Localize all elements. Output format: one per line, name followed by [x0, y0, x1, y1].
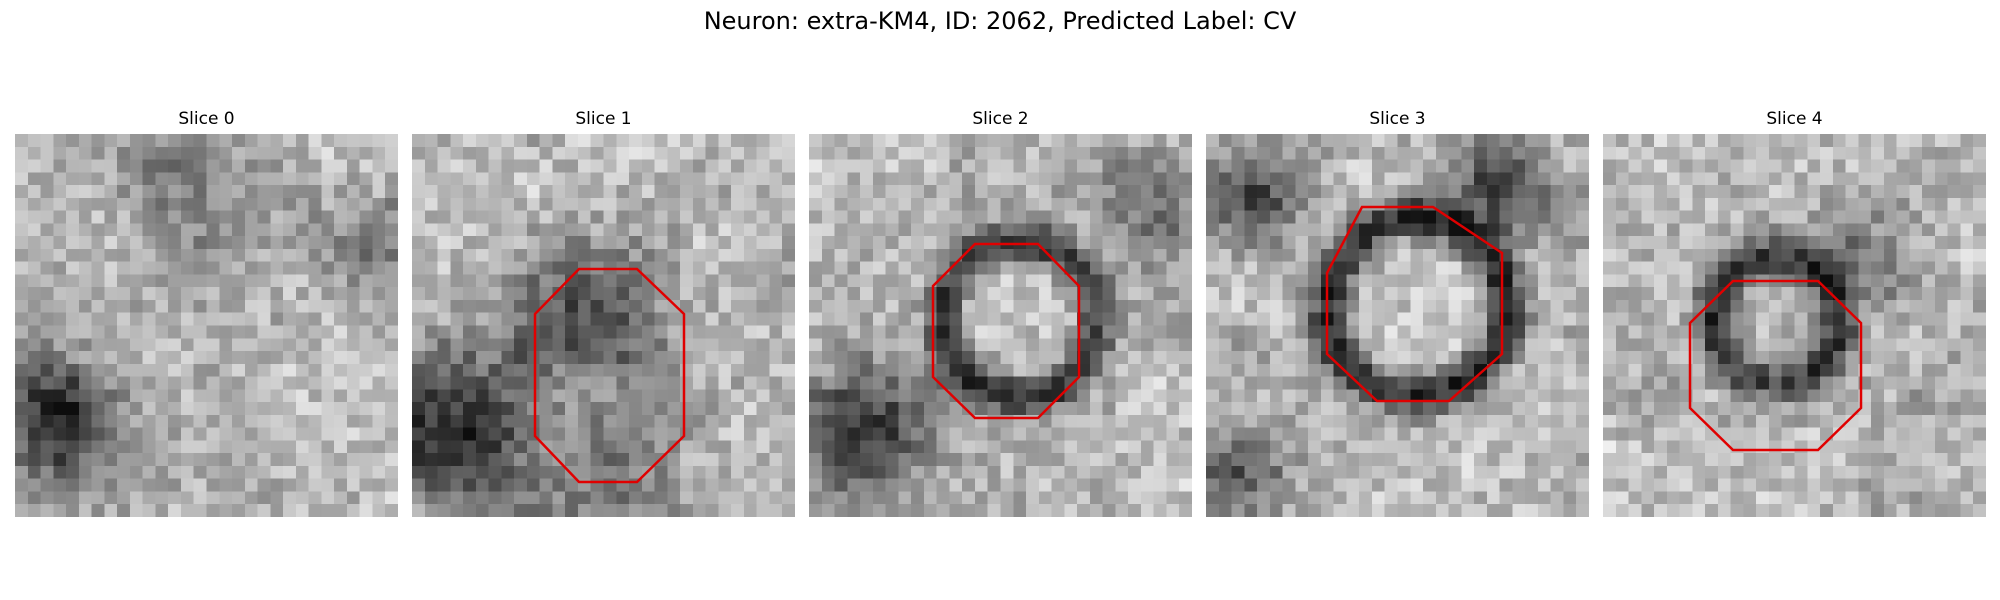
- slice-title-1: Slice 1: [575, 109, 632, 129]
- roi-outline-3: [1325, 205, 1504, 403]
- slice-image-4-canvas: [1603, 134, 1986, 517]
- roi-outline-2: [931, 242, 1081, 420]
- slice-image-2-canvas: [809, 134, 1192, 517]
- slice-image-3-canvas: [1206, 134, 1589, 517]
- slice-title-0: Slice 0: [178, 109, 235, 129]
- figure-title: Neuron: extra-KM4, ID: 2062, Predicted L…: [703, 7, 1297, 35]
- slice-title-4: Slice 4: [1766, 109, 1823, 129]
- slice-title-3: Slice 3: [1369, 109, 1426, 129]
- slice-image-0: [15, 134, 398, 517]
- slice-image-1: [412, 134, 795, 517]
- slice-image-2: [809, 134, 1192, 517]
- slice-image-0-overlay: [15, 134, 398, 517]
- slice-image-4: [1603, 134, 1986, 517]
- slice-image-1-canvas: [412, 134, 795, 517]
- roi-outline-4: [1688, 279, 1863, 452]
- roi-outline-1: [533, 267, 686, 484]
- slice-image-3-overlay: [1325, 205, 1504, 403]
- slice-image-4-overlay: [1688, 279, 1863, 452]
- slice-image-1-overlay: [533, 267, 686, 484]
- slice-image-0-canvas: [15, 134, 398, 517]
- slice-image-3: [1206, 134, 1589, 517]
- slice-title-2: Slice 2: [972, 109, 1029, 129]
- slice-image-2-overlay: [931, 242, 1081, 420]
